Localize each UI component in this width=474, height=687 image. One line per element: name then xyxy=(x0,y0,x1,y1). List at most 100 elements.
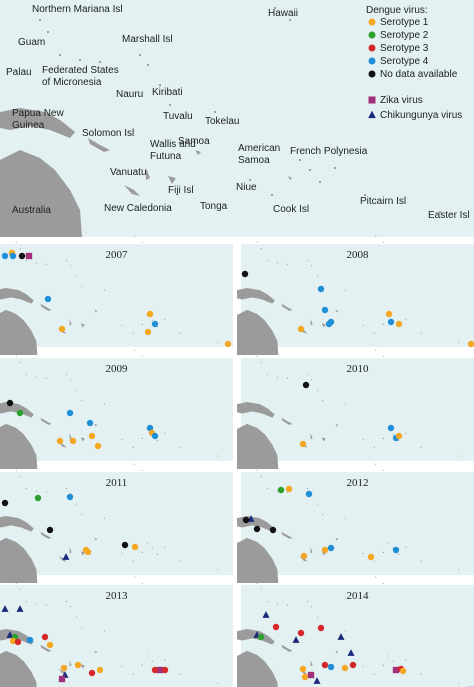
marker xyxy=(66,409,74,417)
place-label: Tonga xyxy=(200,201,228,212)
place-label: of Micronesia xyxy=(42,77,102,88)
marker xyxy=(56,437,64,445)
marker xyxy=(41,633,49,641)
marker xyxy=(9,252,17,260)
year-panel: 2014 xyxy=(237,576,474,687)
marker xyxy=(253,525,261,533)
place-label: Tokelau xyxy=(205,116,239,127)
marker xyxy=(62,553,70,560)
marker xyxy=(367,553,375,561)
marker xyxy=(368,110,376,119)
marker xyxy=(131,543,139,551)
marker xyxy=(317,624,325,632)
marker xyxy=(146,310,154,318)
year-panels: 2007 2008 2009 2010 2011 2012 2013 2014 xyxy=(0,235,474,687)
marker xyxy=(292,636,300,643)
place-label: Fiji Isl xyxy=(168,185,194,196)
place-label: Guinea xyxy=(12,120,45,131)
place-label: Samoa xyxy=(238,155,270,166)
marker xyxy=(96,666,104,674)
marker xyxy=(321,546,329,554)
marker xyxy=(325,320,333,328)
marker xyxy=(299,665,307,673)
marker xyxy=(368,18,376,26)
place-label: Tuvalu xyxy=(163,111,193,122)
marker xyxy=(269,526,277,534)
legend-label: Serotype 4 xyxy=(380,56,429,67)
marker xyxy=(74,661,82,669)
marker xyxy=(46,641,54,649)
year-label: 2010 xyxy=(347,363,370,375)
marker xyxy=(305,490,313,498)
marker xyxy=(16,409,24,417)
marker xyxy=(395,320,403,328)
marker xyxy=(16,605,24,612)
marker xyxy=(467,340,474,348)
panel-background xyxy=(0,585,233,687)
marker xyxy=(6,399,14,407)
marker xyxy=(26,636,34,644)
place-label: Marshall Isl xyxy=(122,34,173,45)
panel-background xyxy=(0,244,233,347)
place-label: Nauru xyxy=(116,89,143,100)
marker xyxy=(313,677,321,684)
marker xyxy=(317,285,325,293)
marker xyxy=(385,310,393,318)
marker xyxy=(299,440,307,448)
marker xyxy=(146,424,154,432)
marker xyxy=(88,669,96,677)
place-label: Northern Mariana Isl xyxy=(32,4,123,15)
place-label: Solomon Isl xyxy=(82,128,134,139)
marker xyxy=(94,442,102,450)
place-label: Niue xyxy=(236,182,257,193)
place-label: Kiribati xyxy=(152,87,183,98)
legend-label: Zika virus xyxy=(380,95,423,106)
marker xyxy=(84,548,92,556)
marker xyxy=(327,544,335,552)
panel-background xyxy=(0,358,233,461)
marker xyxy=(69,437,77,445)
legend-label: Serotype 2 xyxy=(380,30,429,41)
year-label: 2014 xyxy=(347,590,370,602)
marker xyxy=(368,44,376,52)
marker xyxy=(368,31,376,39)
place-label: French Polynesia xyxy=(290,146,368,157)
marker xyxy=(58,675,66,683)
marker xyxy=(34,494,42,502)
year-label: 2007 xyxy=(106,249,129,261)
marker xyxy=(1,499,9,507)
panel-background xyxy=(241,244,474,347)
marker xyxy=(297,325,305,333)
marker xyxy=(399,667,407,675)
marker xyxy=(262,611,270,618)
year-label: 2013 xyxy=(106,590,129,602)
year-panel: 2007 xyxy=(0,235,233,355)
marker xyxy=(285,485,293,493)
marker xyxy=(257,633,265,641)
marker xyxy=(307,671,315,679)
marker xyxy=(121,541,129,549)
main-map xyxy=(0,0,474,237)
legend-label: Serotype 3 xyxy=(380,43,429,54)
place-label: Palau xyxy=(6,67,32,78)
year-panel: 2012 xyxy=(237,463,474,583)
marker xyxy=(368,57,376,65)
marker xyxy=(277,486,285,494)
marker xyxy=(387,424,395,432)
year-panel: 2013 xyxy=(0,576,233,687)
marker xyxy=(14,638,22,646)
marker xyxy=(46,526,54,534)
place-label: Easter Isl xyxy=(428,210,470,221)
place-label: Papua New xyxy=(12,108,64,119)
place-label: Samoa xyxy=(178,136,210,147)
marker xyxy=(272,623,280,631)
year-panel: 2010 xyxy=(237,349,474,469)
legend-label: Chikungunya virus xyxy=(380,110,462,121)
year-label: 2009 xyxy=(106,363,129,375)
place-label: Cook Isl xyxy=(273,204,309,215)
marker xyxy=(151,666,159,674)
marker xyxy=(66,493,74,501)
marker xyxy=(1,605,9,612)
panel-background xyxy=(241,585,474,687)
marker xyxy=(25,252,33,260)
